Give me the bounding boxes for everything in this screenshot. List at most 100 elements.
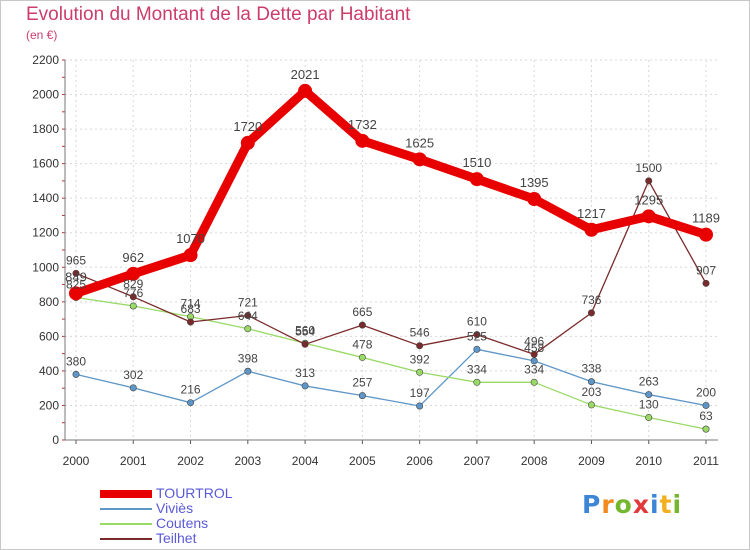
series-line	[75, 348, 707, 407]
data-label: 1295	[634, 192, 663, 207]
legend-label: TOURTROL	[156, 485, 233, 501]
data-label: 197	[410, 386, 430, 400]
data-point	[126, 266, 141, 281]
data-label: 1720	[233, 119, 262, 134]
y-tick-label: 1200	[32, 226, 59, 240]
data-label: 776	[123, 286, 143, 300]
data-label: 380	[66, 354, 86, 368]
data-point	[469, 172, 484, 187]
data-label: 546	[410, 326, 430, 340]
data-label: 257	[352, 376, 372, 390]
logo-letter: i	[650, 490, 660, 519]
y-tick-label: 1000	[32, 260, 59, 274]
data-point	[473, 331, 481, 339]
data-label: 644	[238, 309, 258, 323]
data-point	[358, 321, 366, 329]
data-label: 1500	[635, 161, 662, 175]
data-label: 825	[66, 278, 86, 292]
x-tick-label: 2011	[693, 454, 719, 468]
data-label: 1217	[577, 206, 606, 221]
unit-label: (en €)	[26, 28, 58, 42]
data-label: 200	[696, 385, 716, 399]
data-label: 334	[524, 362, 544, 376]
data-point	[72, 269, 80, 277]
logo-letter: i	[672, 490, 683, 519]
logo-letter: t	[659, 490, 673, 519]
data-point	[473, 345, 481, 353]
y-tick-label: 600	[39, 329, 59, 343]
data-point	[473, 378, 481, 386]
legend-swatch	[100, 490, 152, 498]
x-tick-label: 2004	[292, 454, 319, 468]
data-label: 478	[352, 337, 372, 351]
series-line	[71, 86, 711, 298]
data-label: 392	[410, 352, 430, 366]
data-label: 1189	[692, 211, 720, 226]
data-label: 1510	[462, 155, 491, 170]
data-point	[72, 370, 80, 378]
data-label: 2021	[291, 67, 320, 82]
logo-letter: x	[632, 490, 650, 519]
logo-letter: o	[614, 490, 633, 519]
data-point	[416, 342, 424, 350]
logo-letter: P	[582, 490, 602, 519]
data-point	[187, 399, 195, 407]
proxiti-logo: Proxiti	[582, 490, 682, 519]
data-point	[301, 340, 309, 348]
data-point	[129, 302, 137, 310]
data-label: 665	[352, 305, 372, 319]
data-label: 829	[123, 277, 143, 291]
data-point	[699, 227, 713, 242]
data-point	[244, 367, 252, 375]
y-tick-label: 200	[39, 398, 59, 412]
x-tick-label: 2000	[63, 454, 90, 468]
x-tick-label: 2001	[120, 454, 147, 468]
data-point	[129, 293, 137, 301]
x-tick-label: 2007	[464, 454, 491, 468]
data-point	[702, 425, 710, 433]
y-tick-label: 400	[39, 364, 59, 378]
legend-label: Viviès	[156, 500, 194, 516]
legend-label: Coutens	[156, 515, 209, 531]
x-tick-label: 2005	[349, 454, 376, 468]
data-label: 216	[181, 383, 201, 397]
data-point	[358, 353, 366, 361]
data-label: 736	[581, 293, 601, 307]
data-label: 1732	[348, 117, 377, 132]
data-point	[530, 350, 538, 358]
y-tick-label: 2200	[32, 53, 59, 67]
data-label: 302	[123, 368, 143, 382]
data-point	[355, 133, 370, 148]
data-point	[244, 311, 252, 319]
data-point	[645, 391, 653, 399]
data-label: 1395	[520, 175, 549, 190]
data-point	[587, 401, 595, 409]
legend-label: Teilhet	[156, 530, 197, 546]
data-point	[702, 279, 710, 287]
data-label: 263	[639, 375, 659, 389]
data-label: 554	[295, 324, 315, 338]
data-point	[641, 209, 656, 224]
y-tick-label: 800	[39, 295, 59, 309]
x-tick-label: 2002	[177, 454, 204, 468]
data-point	[645, 177, 653, 185]
data-label: 458	[524, 341, 544, 355]
data-point	[187, 318, 195, 326]
data-point	[645, 414, 653, 422]
x-tick-label: 2003	[234, 454, 261, 468]
data-label: 398	[238, 351, 258, 365]
data-label: 334	[467, 362, 487, 376]
y-tick-label: 1400	[32, 191, 59, 205]
data-label: 965	[66, 253, 86, 267]
data-label: 721	[238, 295, 258, 309]
data-point	[416, 368, 424, 376]
data-label: 338	[581, 362, 601, 376]
data-label: 849	[65, 269, 87, 284]
data-point	[183, 248, 198, 263]
data-label: 63	[699, 409, 713, 423]
data-point	[69, 286, 83, 301]
x-tick-label: 2008	[521, 454, 548, 468]
data-label: 714	[181, 297, 201, 311]
x-tick-label: 2010	[635, 454, 662, 468]
